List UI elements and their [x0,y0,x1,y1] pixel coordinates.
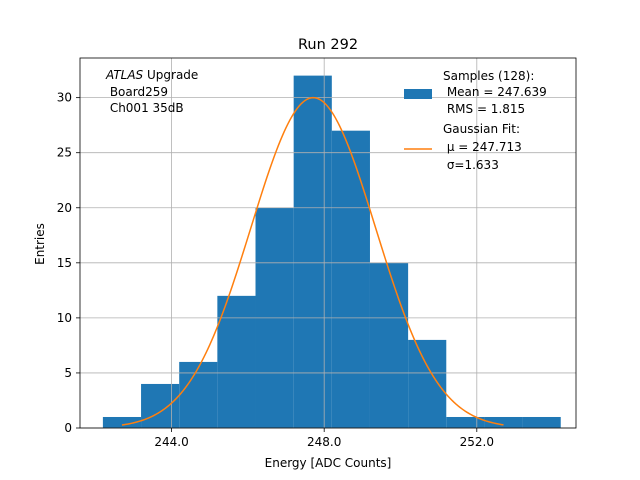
annotation-line-2: Board259 [106,85,168,99]
y-tick-label: 30 [57,91,72,105]
legend-samples-line-3: RMS = 1.815 [443,102,525,116]
y-tick-label: 0 [64,421,72,435]
annotation-line-3: Ch001 35dB [106,101,184,115]
histogram-bar [141,383,180,428]
histogram-bar [446,416,485,428]
histogram-bar [484,416,523,428]
legend-samples-line-2: Mean = 247.639 [443,85,547,99]
gaussian-fit-curve [121,96,504,426]
x-tick-label: 252.0 [460,435,494,449]
histogram-bar [217,295,256,428]
legend-fit-line-1: Gaussian Fit: [443,122,520,136]
y-tick-label: 20 [57,201,72,215]
chart-title: Run 292 [298,37,358,53]
legend-samples-line-1: Samples (128): [443,69,534,83]
histogram-bar [369,262,409,428]
histogram-bar [331,130,370,428]
y-tick-label: 15 [57,256,72,270]
y-tick-label: 5 [64,366,72,380]
annotation-line-1: ATLAS Upgrade [105,68,198,82]
legend: Samples (128): Mean = 247.639 RMS = 1.81… [404,69,547,172]
x-tick-label: 248.0 [307,435,341,449]
annotation-upgrade: Upgrade [143,68,198,82]
x-axis-label: Energy [ADC Counts] [265,456,392,470]
x-tick-label: 244.0 [154,435,188,449]
annotation-atlas: ATLAS [105,68,144,82]
legend-samples-swatch [404,89,432,99]
legend-fit-line-3: σ=1.633 [443,158,499,172]
histogram-bar [408,339,447,428]
atlas-annotation: ATLAS Upgrade Board259 Ch001 35dB [105,68,198,115]
histogram-bar [522,416,561,428]
histogram-bar [102,416,142,428]
plot-frame [79,57,577,429]
y-axis-label: Entries [33,223,47,265]
axis-ticks: 244.0 248.0 252.0 0 5 10 15 20 25 30 [57,91,494,449]
histogram-bar [179,361,218,428]
legend-fit-line-2: μ = 247.713 [443,140,522,154]
y-tick-label: 10 [57,311,72,325]
histogram-bar [293,75,332,428]
y-tick-label: 25 [57,146,72,160]
